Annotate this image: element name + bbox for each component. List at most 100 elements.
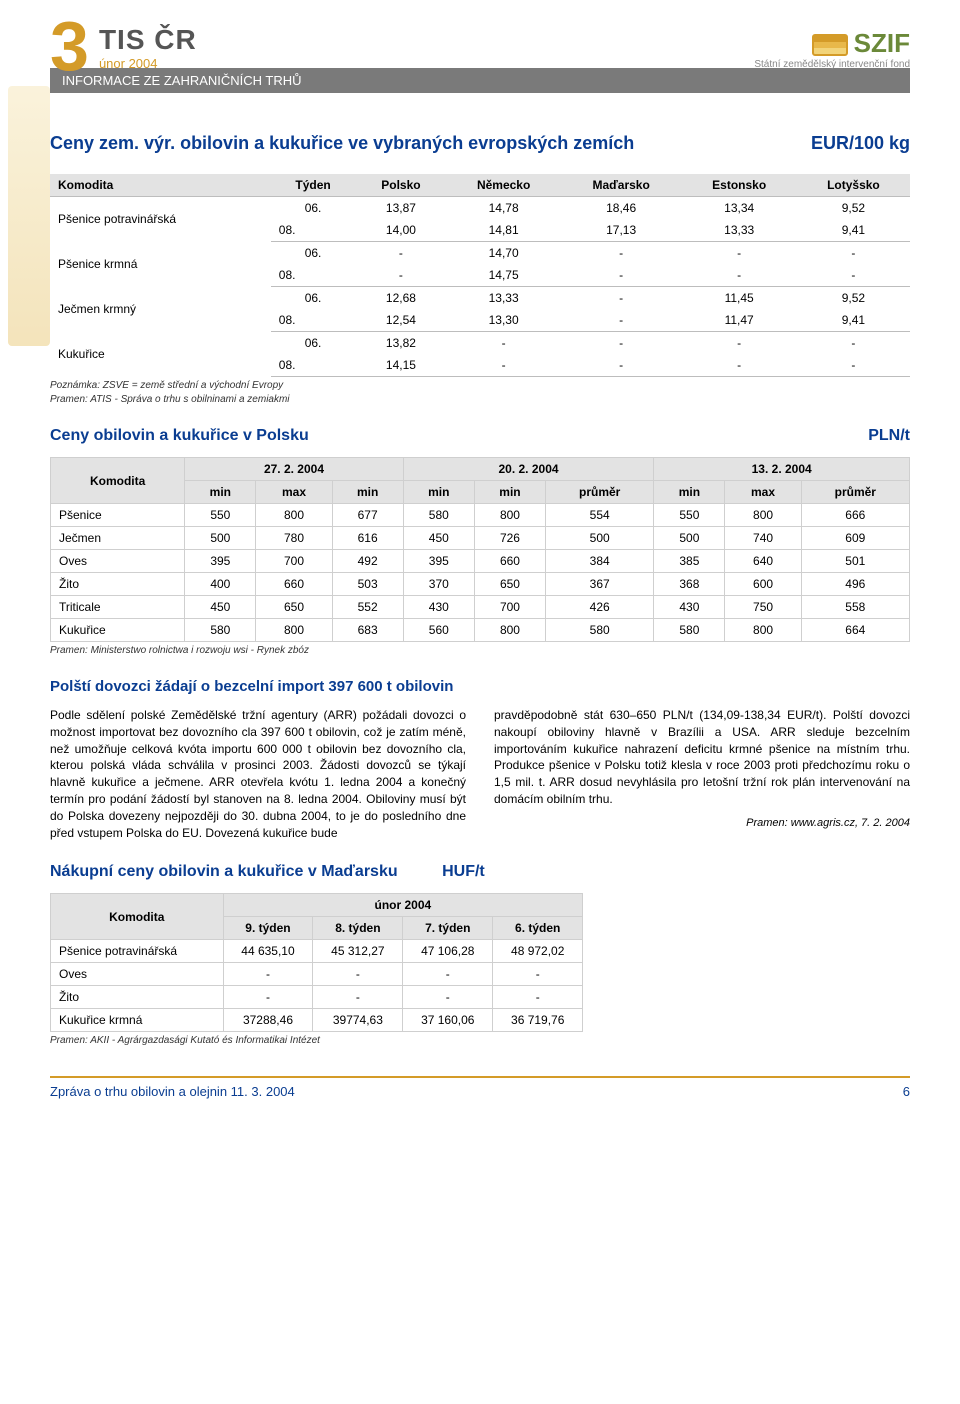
t2-cell: 700 [256,550,332,573]
t1-cell: 9,52 [797,197,910,220]
t2-cell: 664 [801,619,909,642]
t1-cell: 14,70 [447,242,561,265]
t3-cell: Oves [51,963,224,986]
t1-cell: 12,54 [355,309,446,332]
t1-cell: 12,68 [355,287,446,310]
t2-cell: 450 [403,527,474,550]
issue-number: 3 [50,18,89,74]
t1-cell: 14,15 [355,354,446,377]
page-header: 3 TIS ČR únor 2004 SZIF Státní zemědělsk… [50,0,910,74]
table-row: Pšenice krmná06.-14,70--- [50,242,910,265]
table-row: Pšenice potravinářská44 635,1045 312,274… [51,940,583,963]
wheat-decor [8,86,50,346]
t1-cell: - [561,287,682,310]
article-right: pravděpodobně stát 630–650 PLN/t (134,09… [494,707,910,841]
t1-title: Ceny zem. výr. obilovin a kukuřice ve vy… [50,133,910,154]
t1-cell: 14,00 [355,219,446,242]
t1-cell: 13,33 [682,219,797,242]
t2-cell: 800 [474,504,545,527]
t2-cell: Kukuřice [51,619,185,642]
szif-subtitle: Státní zemědělský intervenční fond [754,59,910,70]
t1-cell: 13,34 [682,197,797,220]
t3-cell: 39774,63 [313,1009,403,1032]
t1-commodity: Ječmen krmný [50,287,271,332]
t1-cell: - [797,242,910,265]
t2-cell: 395 [185,550,256,573]
table-row: Žito400660503370650367368600496 [51,573,910,596]
table-row: Oves395700492395660384385640501 [51,550,910,573]
t1-cell: 06. [271,197,356,220]
t2-subcol: min [403,481,474,504]
t2-cell: 426 [546,596,654,619]
t1-cell: 08. [271,219,356,242]
table-row: Oves---- [51,963,583,986]
t3-unit: HUF/t [442,863,485,880]
t2-subcol: min [185,481,256,504]
t2-cell: 430 [654,596,725,619]
szif-bars-icon [812,34,848,56]
t1-col: Německo [447,174,561,197]
t3-col: 9. týden [223,917,313,940]
article-body: Podle sdělení polské Zemědělské tržní ag… [50,707,910,841]
t1-cell: - [682,264,797,287]
t2-cell: 367 [546,573,654,596]
t3-top: únor 2004 [223,894,583,917]
t1-cell: - [447,332,561,355]
t1-cell: 14,81 [447,219,561,242]
footer-left: Zpráva o trhu obilovin a olejnin 11. 3. … [50,1084,295,1099]
t2-cell: 554 [546,504,654,527]
t2-cell: 683 [332,619,403,642]
t1-col: Polsko [355,174,446,197]
t3-title-text: Nákupní ceny obilovin a kukuřice v Maďar… [50,863,398,880]
t2-cell: 500 [185,527,256,550]
t1-cell: - [797,354,910,377]
t2-date: 13. 2. 2004 [654,458,910,481]
footer-page: 6 [903,1084,910,1099]
t1-cell: 13,33 [447,287,561,310]
t2-cell: Triticale [51,596,185,619]
t1-cell: 06. [271,332,356,355]
t2-subcol: min [654,481,725,504]
t1-cell: - [797,264,910,287]
t3-cell: - [493,986,583,1009]
t1-cell: 08. [271,354,356,377]
t2-cell: 550 [185,504,256,527]
t3-col: 8. týden [313,917,403,940]
t2-cell: 580 [185,619,256,642]
t1-cell: 18,46 [561,197,682,220]
t2-cell: 800 [256,504,332,527]
t3-cell: Pšenice potravinářská [51,940,224,963]
issue-date: únor 2004 [99,56,197,71]
t2-cell: 600 [725,573,801,596]
t1-cell: - [561,354,682,377]
t1-cell: - [561,332,682,355]
t2-cell: 800 [725,504,801,527]
t1-cell: - [355,242,446,265]
t2-unit: PLN/t [868,427,910,445]
t1-cell: 9,41 [797,309,910,332]
t3-cell: - [493,963,583,986]
t1-commodity: Pšenice krmná [50,242,271,287]
t1-unit: EUR/100 kg [811,133,910,154]
t1-cell: 11,45 [682,287,797,310]
t3-note: Pramen: AKII - Agrárgazdasági Kutató és … [50,1035,910,1046]
t2-cell: 560 [403,619,474,642]
t3-col: 7. týden [403,917,493,940]
t3-cell: - [313,986,403,1009]
t2-cell: 503 [332,573,403,596]
t2-title-text: Ceny obilovin a kukuřice v Polsku [50,427,309,444]
t2-cell: 800 [474,619,545,642]
t2-cell: 496 [801,573,909,596]
t3-cell: - [313,963,403,986]
t1-cell: - [561,309,682,332]
t1-cell: - [561,242,682,265]
t1-cell: 9,52 [797,287,910,310]
t1-cell: 06. [271,242,356,265]
table-row: Ječmen krmný06.12,6813,33-11,459,52 [50,287,910,310]
t3-cell: - [403,986,493,1009]
table-row: Kukuřice06.13,82---- [50,332,910,355]
t2-col: Komodita [51,458,185,504]
t3-cell: Žito [51,986,224,1009]
t2-cell: 660 [474,550,545,573]
t1-note2: Pramen: ATIS - Správa o trhu s obilninam… [50,394,910,405]
